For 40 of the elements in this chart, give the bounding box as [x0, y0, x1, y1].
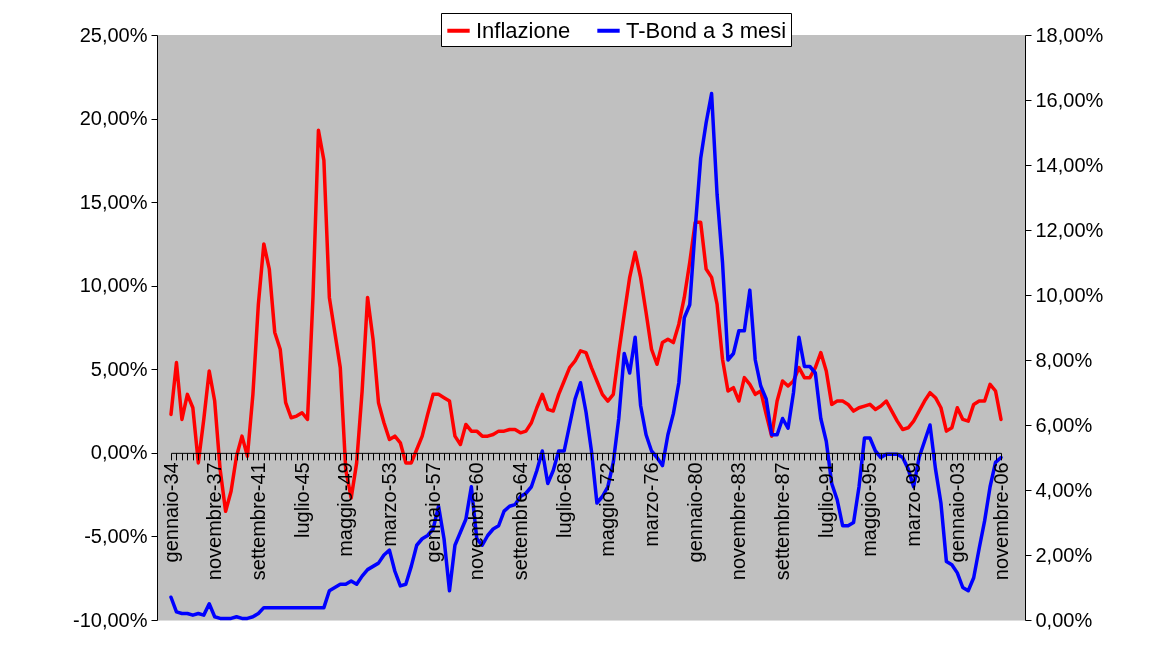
x-tick-label: marzo-99: [902, 462, 925, 547]
y-tick-label: -5,00%: [84, 524, 148, 547]
y2-tick-label: 10,00%: [1035, 283, 1104, 306]
y2-tick-label: 14,00%: [1035, 153, 1104, 176]
y2-tick-label: 18,00%: [1035, 23, 1104, 46]
y-tick-label: 20,00%: [79, 107, 148, 130]
y-tick-label: -10,00%: [73, 608, 148, 631]
x-tick-label: novembre-83: [727, 462, 750, 581]
x-tick-label: maggio-95: [858, 462, 881, 557]
y-tick-label: 15,00%: [79, 190, 148, 213]
x-tick-label: gennaio-03: [945, 462, 968, 563]
x-tick-label: luglio-91: [814, 462, 837, 538]
x-tick-label: luglio-45: [290, 462, 313, 538]
x-tick-label: maggio-72: [596, 462, 619, 557]
x-tick-label: luglio-68: [552, 462, 575, 538]
x-tick-label: maggio-49: [334, 462, 357, 557]
x-tick-label: gennaio-57: [421, 462, 444, 563]
y-tick-label: 25,00%: [79, 23, 148, 46]
y2-tick-label: 16,00%: [1035, 88, 1104, 111]
x-tick-label: novembre-60: [465, 462, 488, 581]
y-tick-label: 10,00%: [79, 274, 148, 297]
x-tick-label: novembre-06: [989, 462, 1012, 581]
x-tick-label: marzo-53: [377, 462, 400, 547]
x-tick-label: settembre-64: [508, 462, 531, 581]
x-tick-label: settembre-87: [771, 462, 794, 581]
x-tick-label: gennaio-80: [683, 462, 706, 563]
y2-tick-label: 6,00%: [1035, 413, 1093, 436]
x-tick-label: marzo-76: [640, 462, 663, 547]
x-tick-label: gennaio-34: [159, 462, 182, 563]
legend-label: T-Bond a 3 mesi: [626, 17, 787, 43]
y2-tick-label: 0,00%: [1035, 608, 1093, 631]
y2-tick-label: 2,00%: [1035, 543, 1093, 566]
x-tick-label: settembre-41: [246, 462, 269, 581]
y-tick-label: 5,00%: [90, 357, 148, 380]
y-tick-label: 0,00%: [90, 441, 148, 464]
y2-tick-label: 8,00%: [1035, 348, 1093, 371]
legend-label: Inflazione: [476, 17, 571, 43]
x-tick-label: novembre-37: [203, 462, 226, 581]
y2-tick-label: 12,00%: [1035, 218, 1104, 241]
y2-tick-label: 4,00%: [1035, 478, 1093, 501]
